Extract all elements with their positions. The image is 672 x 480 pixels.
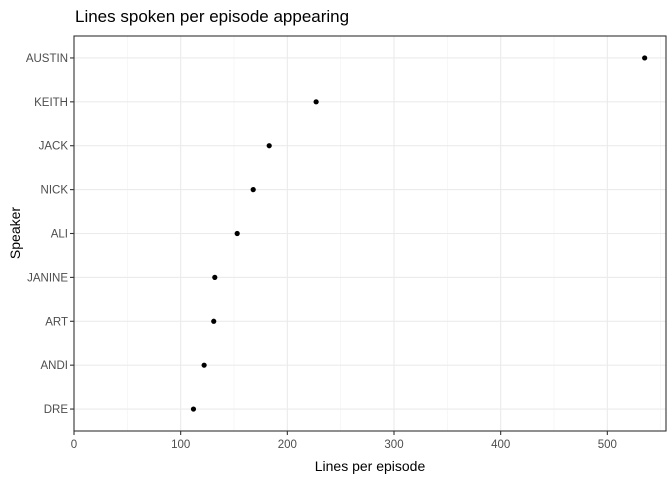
data-point-art (211, 318, 217, 324)
x-tick-label: 100 (171, 439, 190, 451)
data-point-keith (313, 99, 319, 105)
data-point-dre (190, 406, 197, 412)
x-tick-label: 300 (384, 439, 403, 451)
y-axis-title: Speaker (7, 207, 23, 259)
data-point-jack (266, 143, 272, 149)
x-axis-title: Lines per episode (315, 458, 426, 474)
data-point-janine (212, 274, 218, 280)
y-axis-tick-labels: AUSTIN KEITH JACK NICK ALI JANINE ART ANDI DRE (26, 53, 69, 416)
data-point-austin (642, 55, 648, 61)
data-point-ali (234, 230, 240, 237)
x-tick-label: 200 (278, 439, 297, 451)
y-tick-label-austin: AUSTIN (26, 53, 68, 65)
y-tick-label-dre: DRE (44, 404, 69, 416)
data-point-nick (250, 187, 256, 193)
y-tick-label-ali: ALI (51, 229, 68, 241)
y-tick-label-janine: JANINE (27, 272, 68, 284)
y-tick-label-art: ART (45, 316, 68, 328)
y-tick-label-jack: JACK (39, 141, 69, 153)
y-tick-label-nick: NICK (41, 185, 69, 197)
x-axis-tick-labels: 0 100 200 300 400 500 (71, 439, 617, 451)
y-tick-label-keith: KEITH (34, 97, 68, 109)
grid-lines (73, 36, 666, 431)
x-tick-label: 0 (71, 439, 77, 451)
data-point-andi (201, 362, 207, 368)
x-tick-label: 400 (491, 439, 510, 451)
y-tick-label-andi: ANDI (41, 360, 68, 372)
chart-title: Lines spoken per episode appearing (75, 7, 349, 26)
axis-ticks (70, 57, 608, 435)
data-points (190, 55, 648, 412)
x-tick-label: 500 (598, 439, 617, 451)
